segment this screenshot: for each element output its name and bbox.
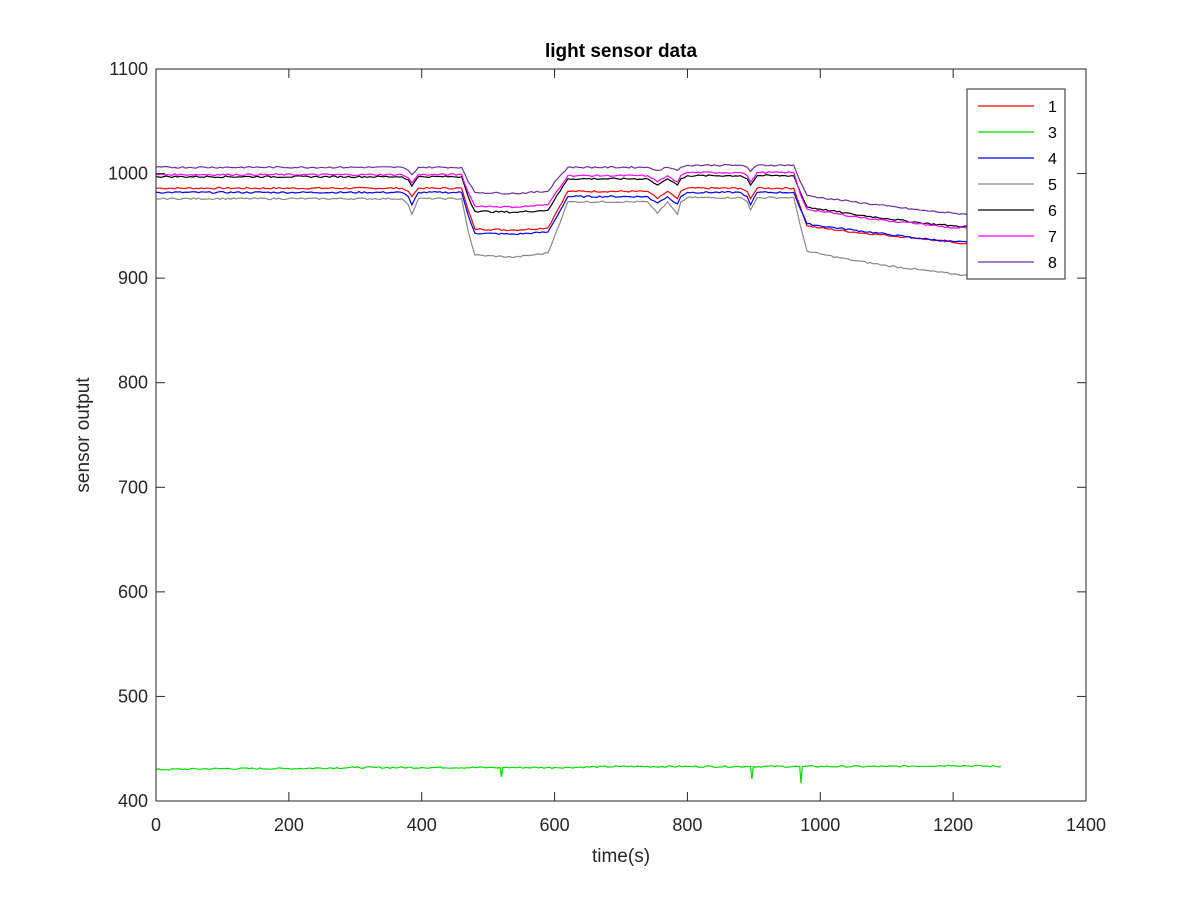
plot-frame bbox=[155, 68, 1087, 802]
x-axis-label: time(s) bbox=[592, 846, 650, 867]
legend-label-6: 6 bbox=[1048, 203, 1057, 220]
series-line-7 bbox=[156, 171, 974, 229]
y-tick-label: 500 bbox=[118, 686, 148, 706]
series-group bbox=[155, 163, 1002, 784]
y-tick-label: 1000 bbox=[108, 164, 148, 184]
y-axis: 400 500 600 700 800 900 1000 1100 bbox=[108, 59, 1086, 811]
legend-label-8: 8 bbox=[1048, 255, 1057, 272]
legend-label-3: 3 bbox=[1048, 125, 1057, 142]
y-tick-label: 900 bbox=[118, 268, 148, 288]
legend: 1 3 4 5 6 7 8 bbox=[966, 88, 1066, 280]
series-line-3 bbox=[155, 764, 1002, 784]
x-axis: 0 200 400 600 800 1000 1200 1400 bbox=[151, 69, 1106, 835]
legend-label-5: 5 bbox=[1048, 177, 1057, 194]
series-line-1 bbox=[156, 186, 974, 245]
x-tick-label: 400 bbox=[407, 815, 437, 835]
y-axis-label: sensor output bbox=[73, 377, 94, 493]
series-line-8 bbox=[155, 163, 974, 216]
y-tick-label: 400 bbox=[118, 791, 148, 811]
chart-title: light sensor data bbox=[545, 41, 697, 62]
legend-label-1: 1 bbox=[1048, 99, 1057, 116]
y-tick-label: 1100 bbox=[109, 59, 148, 79]
series-line-6 bbox=[155, 174, 974, 228]
y-tick-label: 600 bbox=[118, 582, 148, 602]
legend-label-7: 7 bbox=[1048, 229, 1057, 246]
y-tick-label: 700 bbox=[118, 477, 148, 497]
x-tick-label: 1000 bbox=[800, 815, 840, 835]
y-tick-label: 800 bbox=[118, 373, 148, 393]
x-tick-label: 800 bbox=[672, 815, 702, 835]
x-tick-label: 600 bbox=[540, 815, 570, 835]
x-tick-label: 200 bbox=[274, 815, 304, 835]
x-tick-label: 0 bbox=[151, 815, 161, 835]
legend-label-4: 4 bbox=[1048, 151, 1057, 168]
series-line-5 bbox=[155, 196, 974, 278]
x-tick-label: 1200 bbox=[933, 815, 973, 835]
series-line-4 bbox=[156, 190, 974, 244]
x-tick-label: 1400 bbox=[1066, 815, 1106, 835]
